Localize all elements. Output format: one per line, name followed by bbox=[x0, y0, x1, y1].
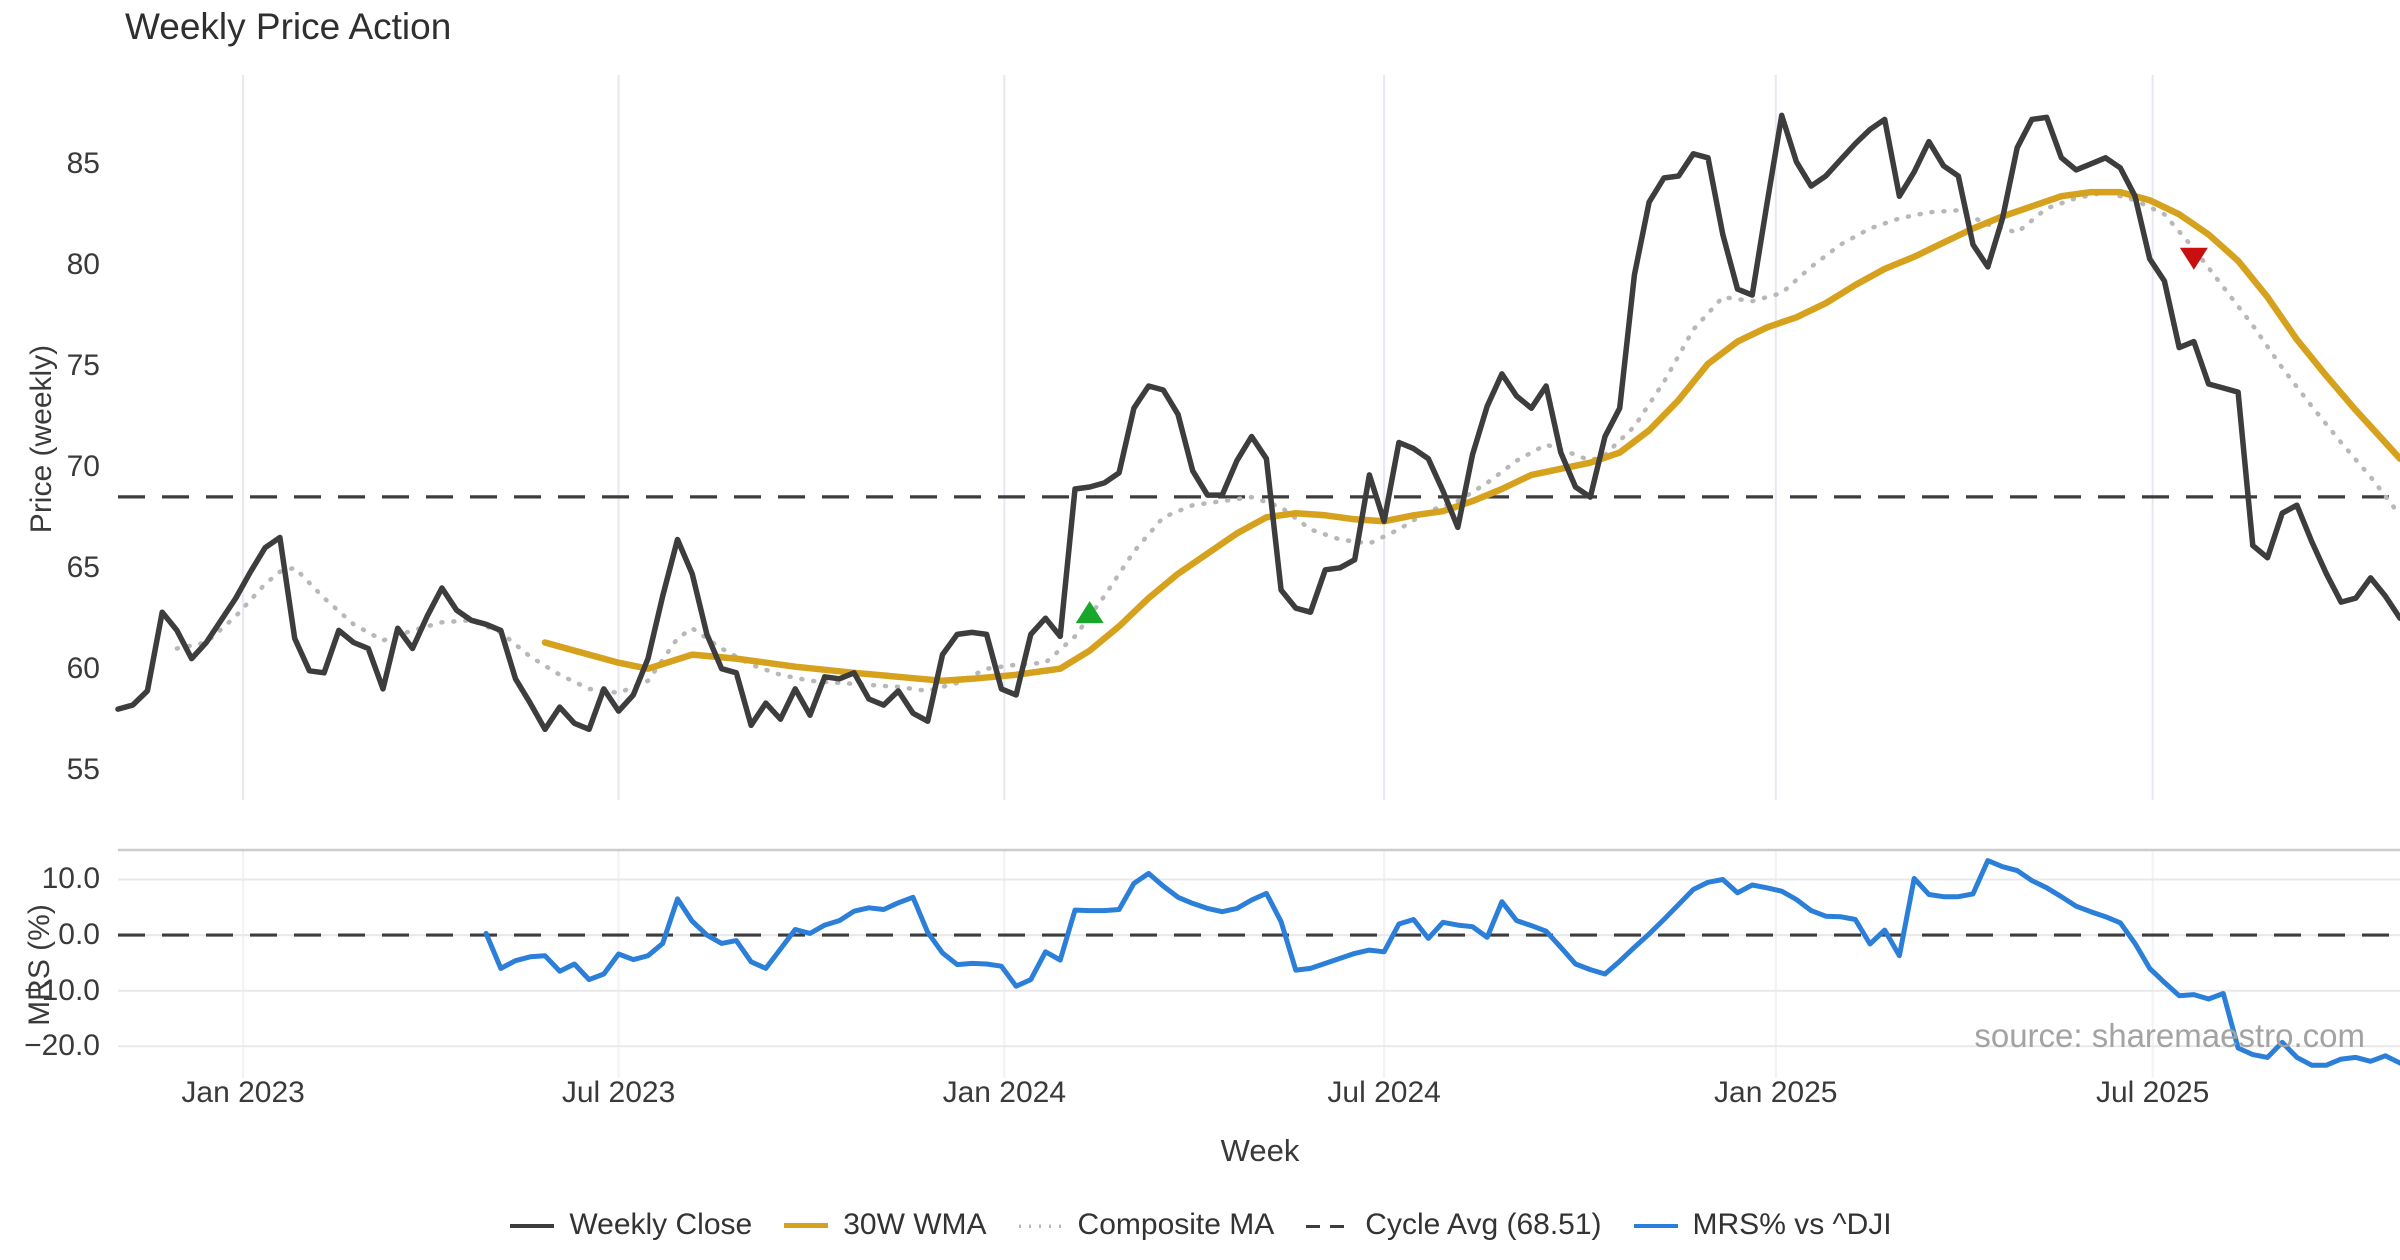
series-composite-ma bbox=[174, 189, 2400, 696]
legend-swatch-solid bbox=[510, 1224, 555, 1228]
y-tick-label: 0.0 bbox=[58, 918, 100, 952]
x-tick-label: Jan 2024 bbox=[942, 1076, 1067, 1109]
y-tick-label: −10.0 bbox=[24, 973, 100, 1007]
y-tick-label: 75 bbox=[66, 348, 100, 382]
y-tick-label: 65 bbox=[66, 550, 100, 584]
source-attribution: source: sharemaestro.com bbox=[1974, 1017, 2365, 1054]
legend-item: Composite MA bbox=[1017, 1208, 1275, 1242]
legend-label: MRS% vs ^DJI bbox=[1692, 1208, 1892, 1241]
legend-label: 30W WMA bbox=[843, 1208, 987, 1241]
buy-signal-marker bbox=[1075, 601, 1104, 624]
legend-item: Weekly Close bbox=[508, 1208, 752, 1242]
sell-signal-marker bbox=[2179, 247, 2208, 270]
series-mrs-vs-dji bbox=[483, 858, 2400, 1068]
legend-item: MRS% vs ^DJI bbox=[1632, 1208, 1892, 1242]
legend-swatch-dotted bbox=[1018, 1224, 1063, 1228]
chart-title: Weekly Price Action bbox=[125, 6, 452, 47]
chart-legend: Weekly Close 30W WMA Composite MA Cycle Avg… bbox=[0, 1208, 2400, 1242]
legend-item: 30W WMA bbox=[782, 1208, 987, 1242]
y-tick-label: 80 bbox=[66, 247, 100, 281]
legend-label: Composite MA bbox=[1077, 1208, 1275, 1241]
legend-label: Cycle Avg (68.51) bbox=[1365, 1208, 1602, 1241]
x-tick-label: Jul 2023 bbox=[561, 1076, 676, 1109]
y-tick-label: −20.0 bbox=[24, 1029, 100, 1063]
x-tick-label: Jul 2025 bbox=[2095, 1076, 2210, 1109]
legend-swatch-dashed bbox=[1306, 1225, 1351, 1228]
legend-swatch-solid-thick bbox=[784, 1223, 829, 1228]
x-tick-label: Jul 2024 bbox=[1327, 1076, 1441, 1109]
x-tick-label: Jan 2025 bbox=[1714, 1076, 1838, 1109]
series-30w-wma bbox=[541, 188, 2400, 685]
legend-item: Cycle Avg (68.51) bbox=[1304, 1208, 1602, 1242]
legend-label: Weekly Close bbox=[569, 1208, 753, 1241]
y-tick-label: 55 bbox=[66, 752, 100, 786]
y-tick-label: 70 bbox=[66, 449, 100, 483]
y-tick-label: 85 bbox=[66, 146, 100, 180]
legend-swatch-solid bbox=[1633, 1224, 1678, 1228]
series-weekly-close bbox=[115, 112, 2400, 733]
x-tick-label: Jan 2023 bbox=[181, 1076, 305, 1109]
x-axis-label: Week bbox=[1220, 1133, 1300, 1168]
y-tick-label: 10.0 bbox=[41, 862, 100, 896]
y-tick-label: 60 bbox=[66, 651, 100, 685]
